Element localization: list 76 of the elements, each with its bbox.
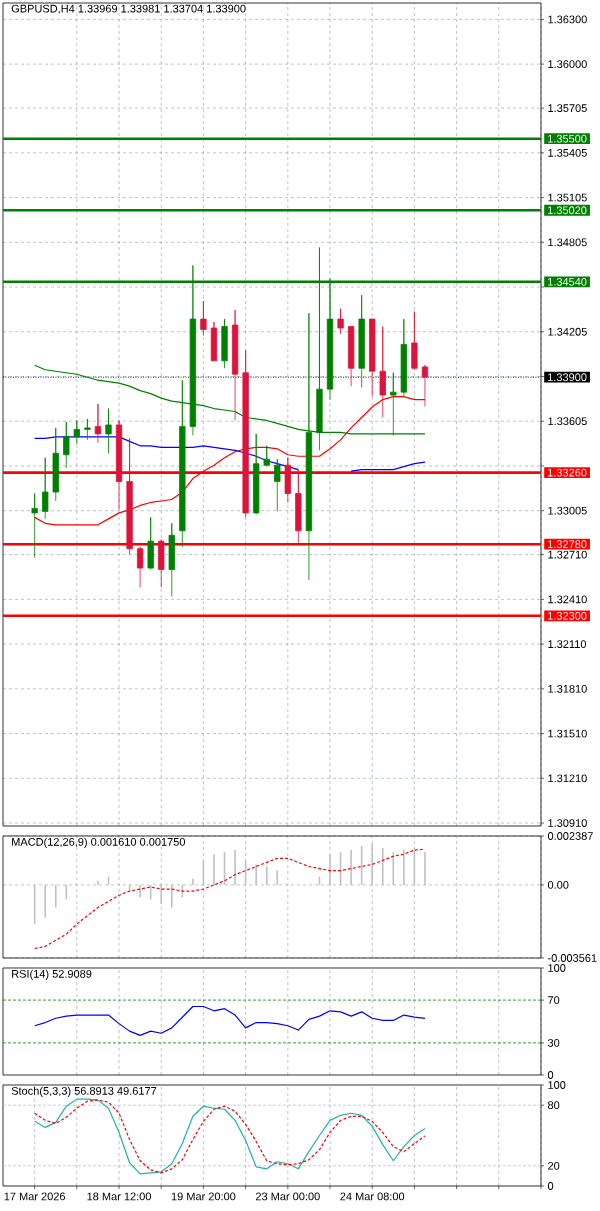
candlestick	[147, 516, 154, 570]
y-tick-label: 1.34805	[548, 238, 587, 247]
x-tick-label: 24 Mar 08:00	[340, 1192, 405, 1201]
y-tick-label: 100	[548, 1081, 566, 1089]
y-tick-label: 1.35405	[548, 148, 587, 157]
candlestick	[84, 418, 91, 441]
candlestick	[274, 458, 281, 512]
candlestick	[284, 457, 291, 503]
y-tick-label: 0	[547, 1182, 554, 1190]
y-tick-label: -0.003561	[548, 954, 597, 962]
x-tick-label: 23 Mar 00:00	[255, 1192, 320, 1201]
y-tick-label: 1.35705	[548, 104, 587, 113]
ref-line-label: 1.35500	[548, 134, 587, 143]
ref-line-label: 1.35020	[548, 206, 587, 215]
chart-title: RSI(14) 52.9089	[12, 969, 92, 980]
candlestick	[136, 546, 144, 588]
y-tick-label: 1.31810	[548, 684, 587, 693]
candlestick	[115, 420, 123, 511]
candlestick	[52, 427, 59, 502]
candlestick	[295, 469, 302, 544]
chart-title: GBPUSD,H4 1.33969 1.33981 1.33704 1.33900	[11, 4, 246, 14]
candlestick	[31, 493, 38, 559]
candlestick	[105, 408, 112, 454]
line-series	[34, 848, 426, 950]
y-tick-label: 0.00	[547, 881, 569, 889]
y-tick-label: 1.31210	[548, 774, 587, 783]
y-tick-label: 1.32110	[548, 640, 587, 648]
y-tick-label: 1.32710	[548, 550, 587, 559]
candlestick	[73, 420, 80, 445]
candlestick	[231, 309, 239, 421]
y-tick-label: 1.33605	[548, 417, 587, 426]
y-tick-label: 100	[548, 964, 566, 972]
candlestick	[347, 326, 355, 387]
y-tick-label: 1.31510	[548, 729, 587, 738]
x-tick-label: 17 Mar 2026	[4, 1192, 66, 1201]
y-tick-label: 0	[547, 1071, 554, 1079]
ref-line-label: 1.34540	[548, 277, 587, 286]
chart-title: MACD(12,26,9) 0.001610 0.001750	[12, 837, 186, 848]
y-tick-label: 1.30910	[548, 819, 587, 827]
candlestick	[221, 318, 228, 369]
candlestick	[263, 445, 270, 468]
y-tick-label: 70	[548, 996, 560, 1004]
y-tick-label: 1.36000	[548, 60, 587, 69]
ref-line-label: 1.32780	[548, 540, 587, 549]
y-tick-label: 0.002387	[547, 832, 593, 840]
y-tick-label: 30	[547, 1039, 560, 1047]
y-tick-label: 1.34205	[548, 327, 587, 336]
candlestick	[400, 318, 407, 398]
candlestick	[369, 318, 376, 398]
candlestick	[158, 539, 165, 588]
candlestick	[200, 300, 207, 336]
x-tick-label: 19 Mar 20:00	[171, 1192, 236, 1201]
chart-title: Stoch(5,3,3) 56.8913 49.6177	[11, 1086, 157, 1097]
candlestick	[253, 433, 260, 515]
candlestick	[63, 421, 70, 469]
y-tick-label: 80	[547, 1101, 560, 1110]
candlestick	[411, 311, 418, 371]
x-tick-label: 18 Mar 12:00	[87, 1192, 151, 1201]
y-tick-label: 1.33005	[548, 506, 587, 515]
candlestick	[42, 457, 49, 520]
candlestick	[94, 403, 102, 444]
y-tick-label: 1.32410	[548, 595, 587, 604]
ref-line-label: 1.33900	[548, 373, 587, 382]
candlestick	[242, 349, 249, 518]
candlestick	[168, 522, 175, 597]
candlestick	[379, 326, 386, 418]
y-tick-label: 1.35105	[548, 193, 587, 202]
y-tick-label: 1.36300	[548, 15, 587, 24]
candlestick	[337, 308, 344, 335]
candlestick	[358, 294, 365, 389]
ref-line-label: 1.32300	[548, 611, 587, 620]
ref-line-label: 1.33260	[548, 468, 587, 477]
candlestick	[126, 437, 133, 556]
candlestick	[421, 364, 429, 407]
y-tick-label: 20	[548, 1161, 560, 1170]
candlestick	[210, 321, 218, 362]
